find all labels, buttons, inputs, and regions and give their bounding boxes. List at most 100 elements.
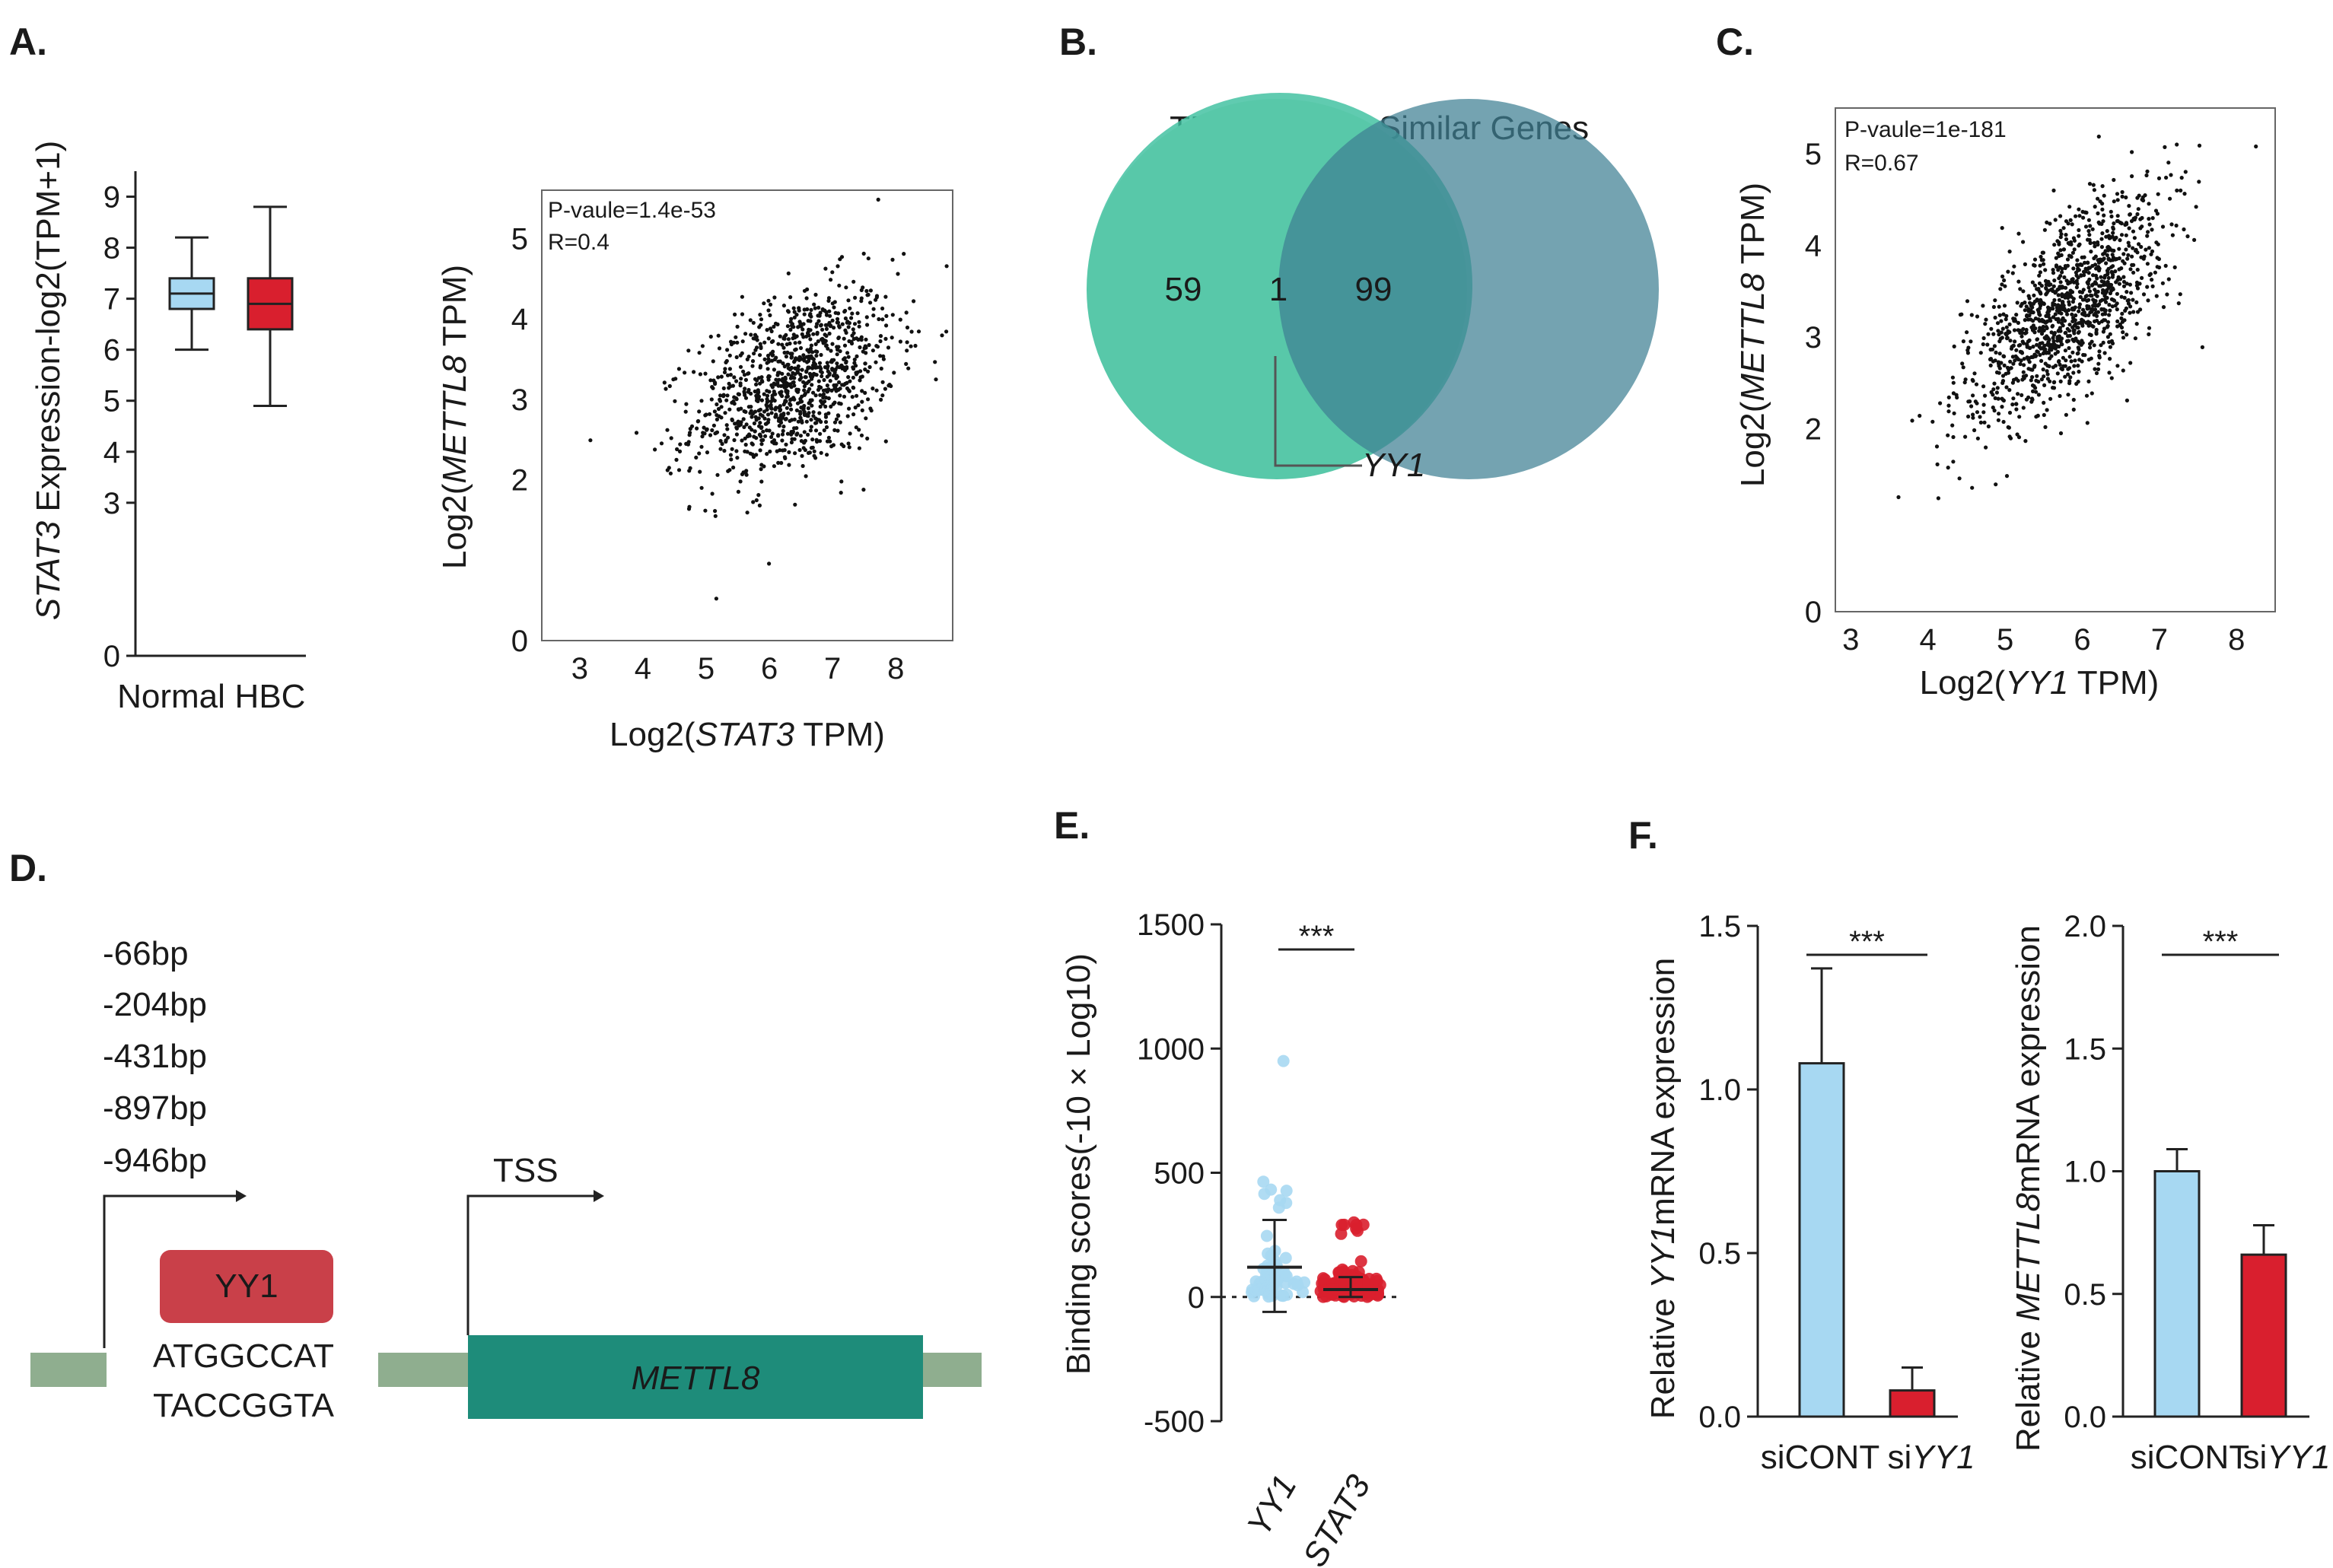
scatter-point: [1972, 371, 1977, 376]
scatter-point: [802, 403, 807, 409]
scatter-point: [794, 334, 799, 339]
scatter-point: [2115, 364, 2120, 368]
scatter-point: [741, 417, 746, 421]
panel-f: F. Relative YY1mRNA expression 0.00.51.0…: [1628, 814, 2330, 1476]
scatter-point: [842, 368, 848, 373]
scatter-point: [866, 256, 870, 261]
scatter-point: [759, 398, 765, 402]
scatter-point: [2067, 379, 2072, 383]
scatter-point: [1958, 313, 1962, 317]
scatter-point: [825, 439, 830, 444]
scatter-point: [746, 432, 752, 437]
scatter-point: [2109, 248, 2114, 253]
scatter-point: [1991, 304, 1996, 310]
scatter-point: [2108, 357, 2112, 361]
scatter-point: [740, 339, 745, 344]
scatter-point: [779, 460, 784, 466]
scatter-point: [2168, 196, 2172, 201]
scatter-point: [2153, 208, 2159, 213]
scatter-point: [2115, 291, 2119, 296]
scatter-point: [2064, 278, 2069, 283]
scatter-point: [2119, 294, 2124, 299]
scatter-point: [753, 389, 757, 394]
scatter-point: [848, 306, 852, 310]
scatter-point: [1951, 380, 1956, 385]
scatter-point: [851, 327, 855, 332]
scatter-point: [2130, 254, 2134, 259]
scatter-point: [825, 453, 829, 457]
scatter-point: [765, 389, 769, 393]
a-scatter-ylabel: Log2(METTL8 TPM): [436, 265, 473, 569]
scatter-point: [1981, 384, 1986, 389]
scatter-point: [715, 402, 719, 407]
scatter-point: [835, 361, 839, 366]
scatter-point: [2027, 338, 2032, 342]
scatter-point: [871, 313, 876, 318]
scatter-point: [799, 406, 804, 410]
scatter-point: [1965, 299, 1970, 304]
scatter-point: [2092, 343, 2096, 348]
scatter-point: [770, 385, 775, 390]
scatter-point: [847, 321, 851, 326]
scatter-point: [2096, 260, 2102, 265]
scatter-point: [767, 374, 772, 379]
f-right-cat-siyy1: siYY1: [2243, 1439, 2331, 1476]
scatter-point: [673, 377, 678, 381]
scatter-point: [834, 376, 839, 380]
scatter-point: [2102, 280, 2106, 285]
scatter-point: [2088, 224, 2093, 228]
scatter-point: [2030, 383, 2035, 388]
scatter-point: [2087, 289, 2092, 294]
scatter-point: [2090, 282, 2096, 287]
e-data-point: [1314, 1285, 1327, 1298]
scatter-point: [883, 294, 888, 299]
d-yy1-box: [160, 1250, 333, 1323]
scatter-point: [818, 404, 823, 409]
scatter-point: [754, 398, 759, 403]
scatter-point: [2137, 242, 2141, 246]
scatter-point: [2066, 372, 2070, 377]
scatter-point: [2006, 269, 2010, 274]
scatter-point: [1995, 321, 2000, 326]
panel-a: A. STAT3 Expression-log2(TPM+1) 03456789…: [9, 21, 953, 753]
scatter-point: [863, 361, 867, 366]
d-track-right: [921, 1353, 982, 1387]
f-left-ylabel-pre: Relative: [1644, 1289, 1682, 1419]
c-scatter-frame: [1835, 107, 2276, 612]
scatter-point: [662, 380, 667, 385]
scatter-point: [2042, 262, 2046, 266]
scatter-point: [2086, 297, 2091, 302]
f-right-ylabel: Relative METTL8mRNA expression: [2010, 925, 2047, 1452]
scatter-point: [2068, 218, 2073, 222]
scatter-point: [745, 450, 750, 454]
scatter-point: [879, 397, 883, 402]
scatter-point: [2124, 247, 2128, 252]
scatter-point: [791, 306, 796, 310]
scatter-point: [2121, 275, 2126, 279]
scatter-point: [2100, 312, 2105, 316]
scatter-point: [2096, 211, 2100, 216]
scatter-point: [884, 323, 889, 328]
scatter-point: [2008, 359, 2013, 364]
scatter-point: [725, 348, 730, 352]
scatter-point: [809, 425, 813, 429]
scatter-point: [2064, 358, 2068, 363]
scatter-point: [729, 342, 734, 347]
scatter-point: [2134, 247, 2138, 252]
scatter-point: [944, 264, 949, 269]
scatter-point: [2070, 316, 2076, 320]
scatter-point: [765, 412, 771, 417]
scatter-point: [791, 336, 795, 341]
scatter-point: [2099, 237, 2104, 241]
scatter-point: [2086, 271, 2091, 275]
scatter-xtick-label: 7: [824, 652, 841, 685]
scatter-point: [1985, 342, 1990, 347]
e-data-point: [1354, 1255, 1367, 1267]
scatter-point: [2027, 296, 2032, 301]
scatter-point: [1961, 339, 1965, 344]
scatter-point: [2147, 222, 2152, 227]
scatter-point: [896, 272, 900, 276]
scatter-point: [2175, 142, 2179, 147]
scatter-point: [2100, 231, 2105, 236]
scatter-point: [712, 409, 718, 414]
